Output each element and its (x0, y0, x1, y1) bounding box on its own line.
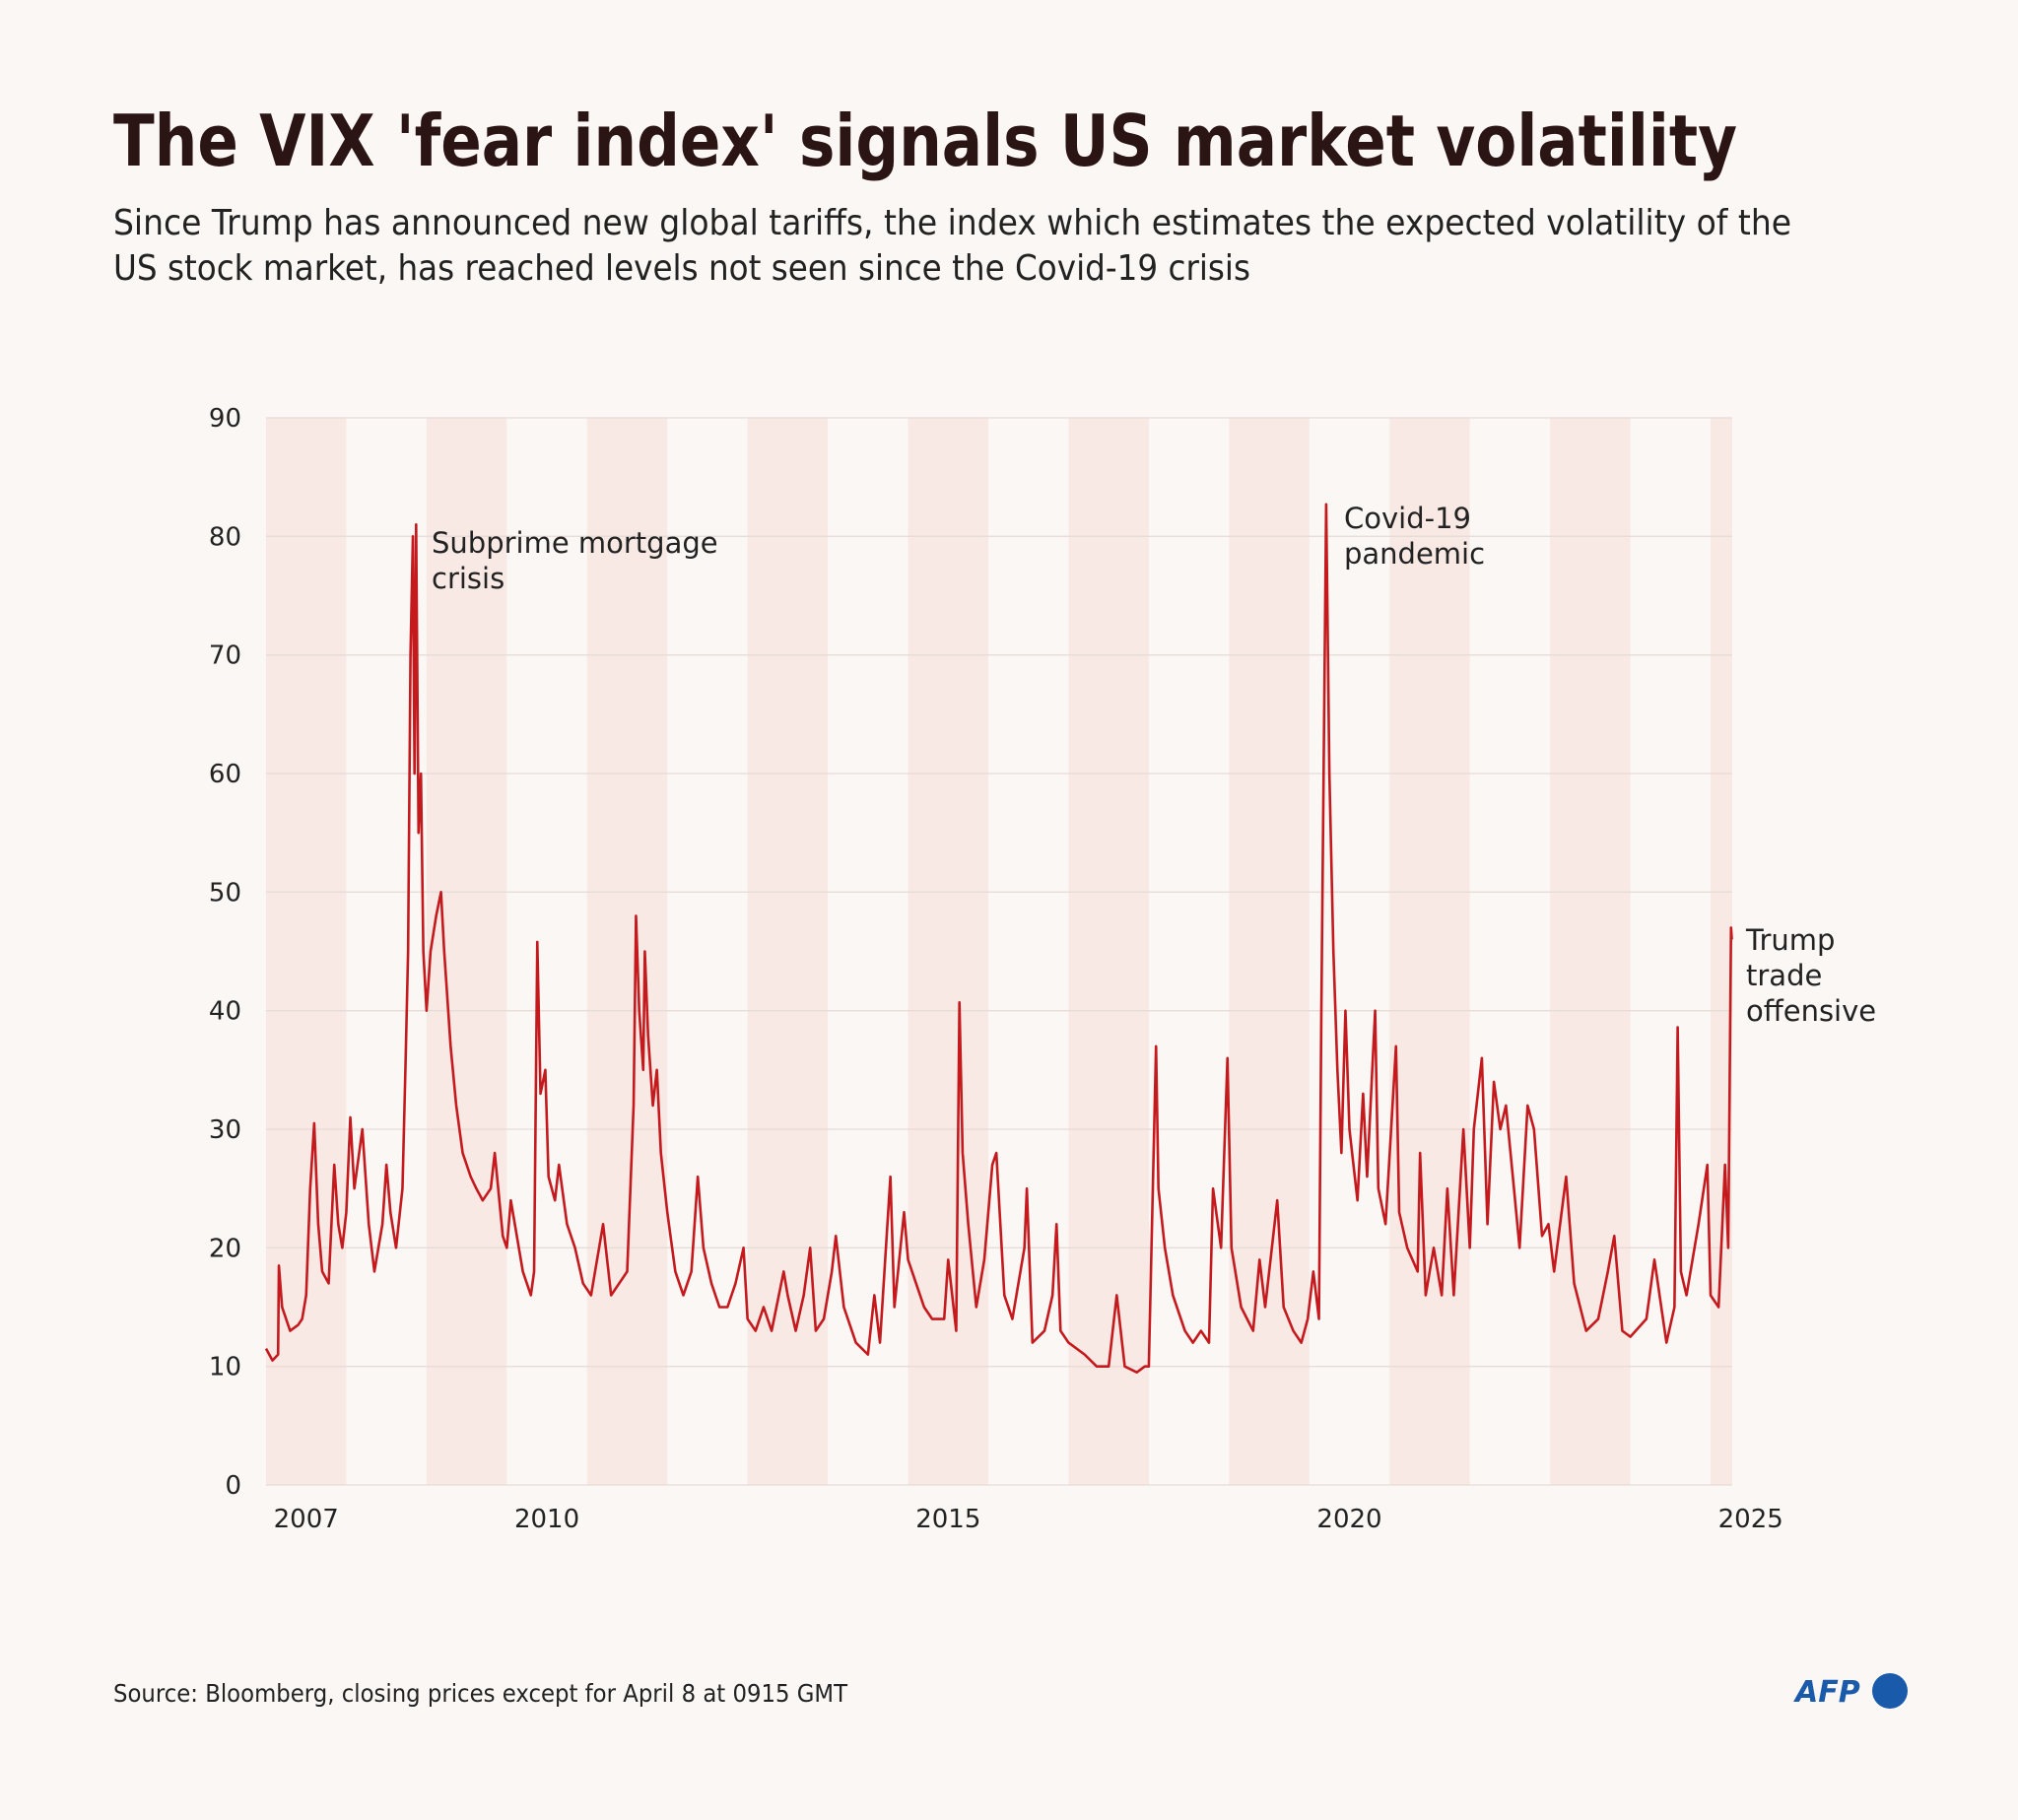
x-tick-label: 2015 (915, 1505, 980, 1534)
logo-text: AFP (1793, 1675, 1860, 1710)
year-band (1711, 418, 1732, 1485)
y-tick-label: 80 (209, 522, 241, 552)
year-band (426, 418, 507, 1485)
annotation-line: pandemic (1344, 537, 1485, 571)
y-tick-label: 40 (209, 997, 241, 1027)
subtitle-line: US stock market, has reached levels not … (113, 248, 1250, 289)
vix-line (264, 503, 1733, 1374)
x-tick-label: 2025 (1718, 1505, 1783, 1534)
year-band (908, 418, 989, 1485)
logo-dot (1872, 1673, 1908, 1709)
year-band (1550, 418, 1631, 1485)
y-tick-label: 50 (209, 878, 241, 908)
annotation-line: trade (1746, 959, 1822, 992)
y-tick-label: 90 (209, 404, 241, 434)
year-band (1229, 418, 1310, 1485)
annotation-line: Covid-19 (1344, 502, 1471, 535)
y-tick-label: 60 (209, 760, 241, 789)
annotation-line: Subprime mortgage (432, 526, 718, 560)
chart-title: The VIX 'fear index' signals US market v… (113, 100, 1737, 182)
y-tick-label: 0 (225, 1471, 241, 1501)
x-tick-label: 2007 (274, 1505, 339, 1534)
annotation-line: offensive (1746, 994, 1876, 1028)
year-band (586, 418, 668, 1485)
subtitle-line: Since Trump has announced new global tar… (113, 203, 1791, 243)
year-band (1068, 418, 1149, 1485)
x-tick-label: 2010 (514, 1505, 579, 1534)
year-band (1389, 418, 1470, 1485)
x-tick-label: 2020 (1316, 1505, 1381, 1534)
y-tick-label: 10 (209, 1353, 241, 1382)
y-tick-label: 20 (209, 1234, 241, 1263)
source-note: Source: Bloomberg, closing prices except… (113, 1679, 848, 1708)
y-tick-label: 70 (209, 641, 241, 671)
annotation-line: Trump (1745, 923, 1835, 957)
y-tick-label: 30 (209, 1115, 241, 1145)
annotation-line: crisis (432, 562, 504, 595)
